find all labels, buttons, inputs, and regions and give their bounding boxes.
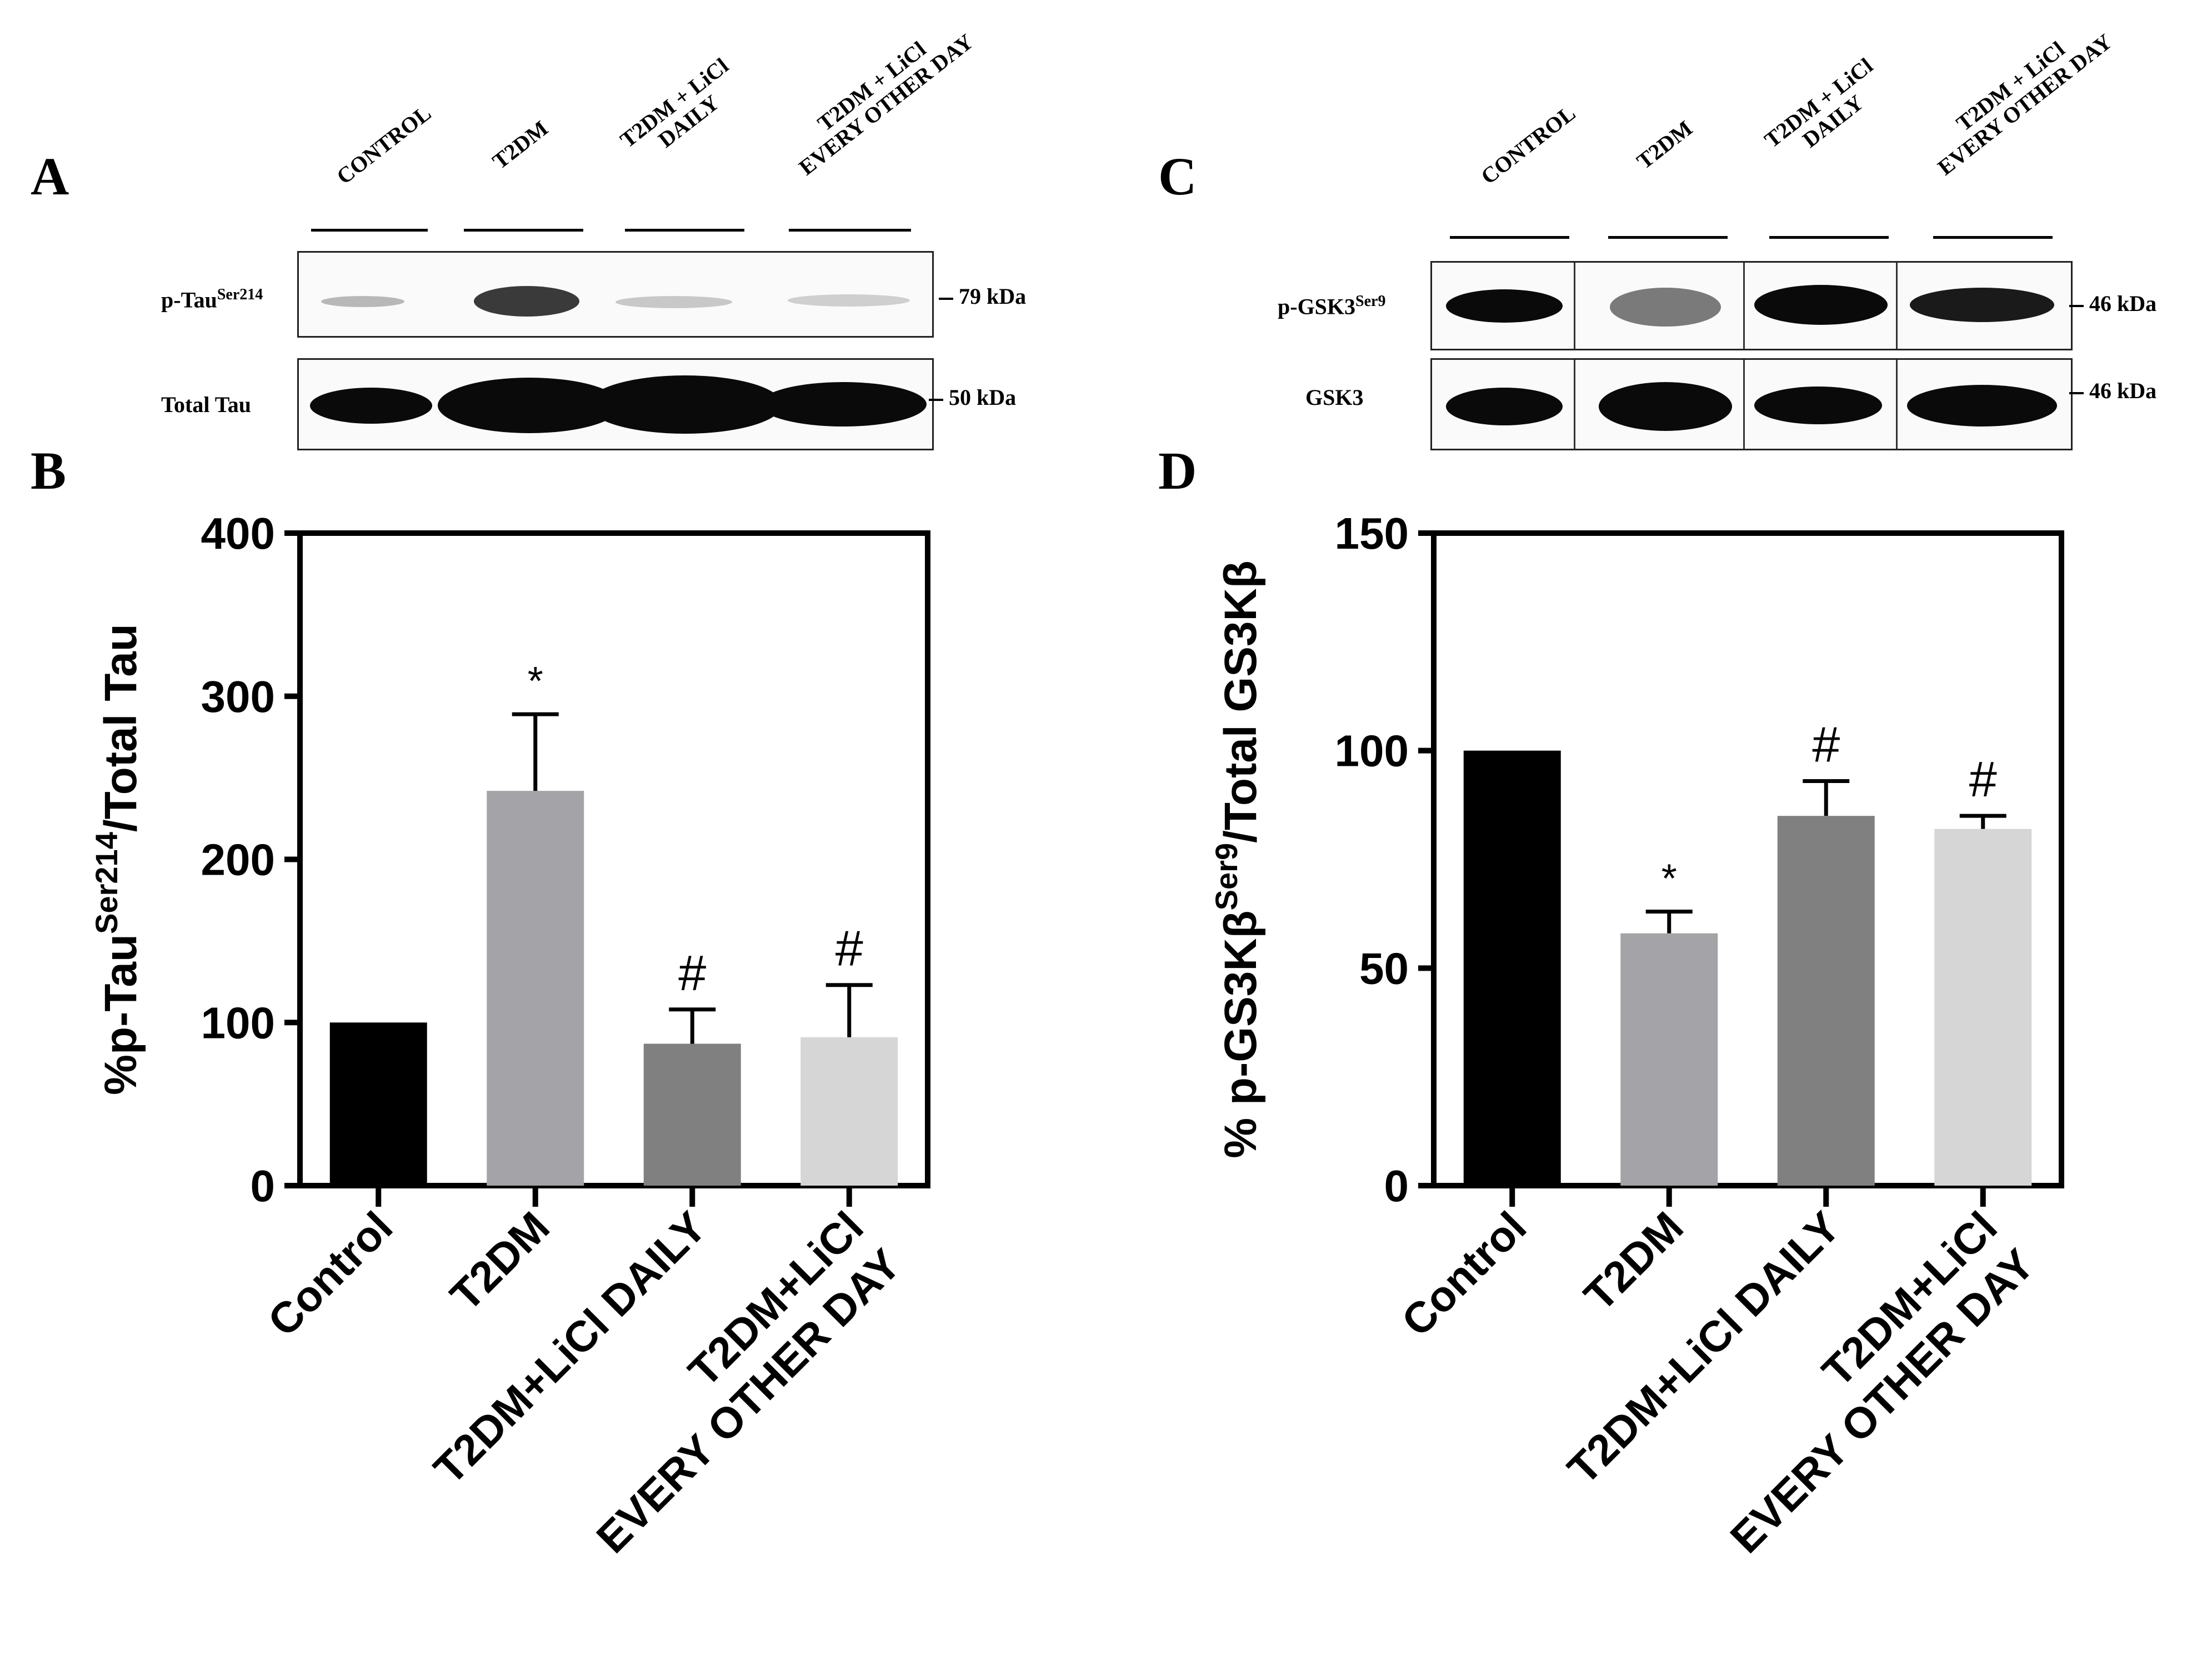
y-tick-label: 200 [201, 835, 275, 885]
y-tick-label: 150 [1335, 509, 1409, 558]
lane-separator [1743, 263, 1745, 349]
lane-separator [1896, 360, 1898, 449]
x-tick-label: Control [1392, 1202, 1535, 1346]
lane-label: T2DM + LiCl EVERY OTHER DAY [1933, 29, 2117, 180]
x-tick-label: T2DM [441, 1202, 558, 1320]
blot-band [760, 382, 927, 426]
bar [800, 1037, 898, 1186]
x-tick-label-line: T2DM [1574, 1202, 1692, 1320]
lane-divider [311, 229, 428, 232]
blot-strip-p-tau [297, 251, 934, 338]
blot-band [1910, 288, 2054, 322]
lane-divider [1450, 236, 1569, 239]
x-tick-label-line: Control [1392, 1202, 1535, 1346]
lane-label: T2DM [487, 115, 553, 174]
blot-band [788, 294, 910, 307]
blot-band [1610, 288, 1721, 327]
blot-band [1446, 388, 1563, 425]
significance-mark: # [1969, 752, 1997, 807]
significance-mark: # [835, 921, 863, 977]
lane-separator [1896, 263, 1898, 349]
bar [1934, 829, 2032, 1186]
y-tick-label: 300 [201, 672, 275, 721]
mw-marker: 46 kDa [2069, 290, 2156, 317]
panel-letter-c: C [1158, 147, 1197, 206]
significance-mark: * [528, 659, 543, 704]
y-axis-label: %p-TauSer214/Total Tau [89, 624, 146, 1095]
mw-marker: 46 kDa [2069, 378, 2156, 404]
blot-band [588, 375, 782, 434]
y-axis-label: % p-GS3KβSer9/Total GS3Kβ [1209, 560, 1266, 1158]
bar [643, 1043, 741, 1186]
x-tick-label-line: Control [258, 1202, 402, 1346]
lane-label: T2DM + LiCl EVERY OTHER DAY [794, 29, 978, 180]
blot-row-label: p-GSK3Ser9 [1278, 293, 1386, 319]
blot-band [615, 296, 732, 308]
blot-row-label: Total Tau [161, 392, 251, 417]
bar [487, 791, 584, 1186]
lane-divider [464, 229, 583, 232]
y-tick-label: 0 [251, 1161, 276, 1211]
lane-label: T2DM + LiCl DAILY [1759, 53, 1878, 153]
bar [1777, 816, 1875, 1186]
lane-divider [789, 229, 911, 232]
blot-band [1754, 285, 1888, 325]
y-tick-label: 0 [1384, 1161, 1409, 1211]
blot-band [1907, 385, 2057, 426]
y-tick-label: 400 [201, 509, 275, 558]
bar [1463, 750, 1561, 1186]
panel-letter-b: B [31, 441, 67, 500]
blot-row-label: p-TauSer214 [161, 286, 263, 313]
panel-letter-d: D [1158, 441, 1197, 500]
lane-label: CONTROL [332, 100, 436, 189]
blot-band [1599, 382, 1732, 431]
y-tick-label: 50 [1359, 944, 1409, 993]
blot-strip-p-gsk3 [1430, 261, 2073, 350]
x-tick-label-line: T2DM [441, 1202, 558, 1320]
blot-band [310, 388, 432, 424]
blot-row-label: GSK3 [1305, 385, 1364, 410]
blot-band [1754, 387, 1882, 424]
panel-letter-a: A [31, 147, 69, 206]
lane-separator [1743, 360, 1745, 449]
blot-band [321, 296, 404, 307]
blot-strip-total-tau [297, 358, 934, 450]
lane-divider [1608, 236, 1728, 239]
y-tick-label: 100 [201, 998, 275, 1047]
blot-band [474, 286, 579, 317]
lane-divider [1769, 236, 1889, 239]
lane-separator [1574, 360, 1575, 449]
lane-separator [1574, 263, 1575, 349]
y-tick-label: 100 [1335, 726, 1409, 776]
bar [329, 1022, 427, 1186]
lane-label: CONTROL [1476, 100, 1580, 189]
x-tick-label: Control [258, 1202, 402, 1346]
blot-band [1446, 289, 1563, 323]
x-tick-label: T2DM [1574, 1202, 1692, 1320]
mw-marker: 50 kDa [929, 384, 1016, 410]
lane-divider [1933, 236, 2053, 239]
lane-divider [625, 229, 744, 232]
lane-label: T2DM [1632, 115, 1697, 174]
mw-marker: 79 kDa [939, 283, 1026, 309]
significance-mark: # [1812, 717, 1840, 773]
lane-label: T2DM + LiCl DAILY [615, 53, 733, 153]
plot-frame [1431, 530, 2064, 1188]
significance-mark: * [1661, 857, 1677, 901]
blot-strip-gsk3 [1430, 358, 2073, 450]
significance-mark: # [678, 946, 706, 1001]
bar [1620, 933, 1718, 1186]
